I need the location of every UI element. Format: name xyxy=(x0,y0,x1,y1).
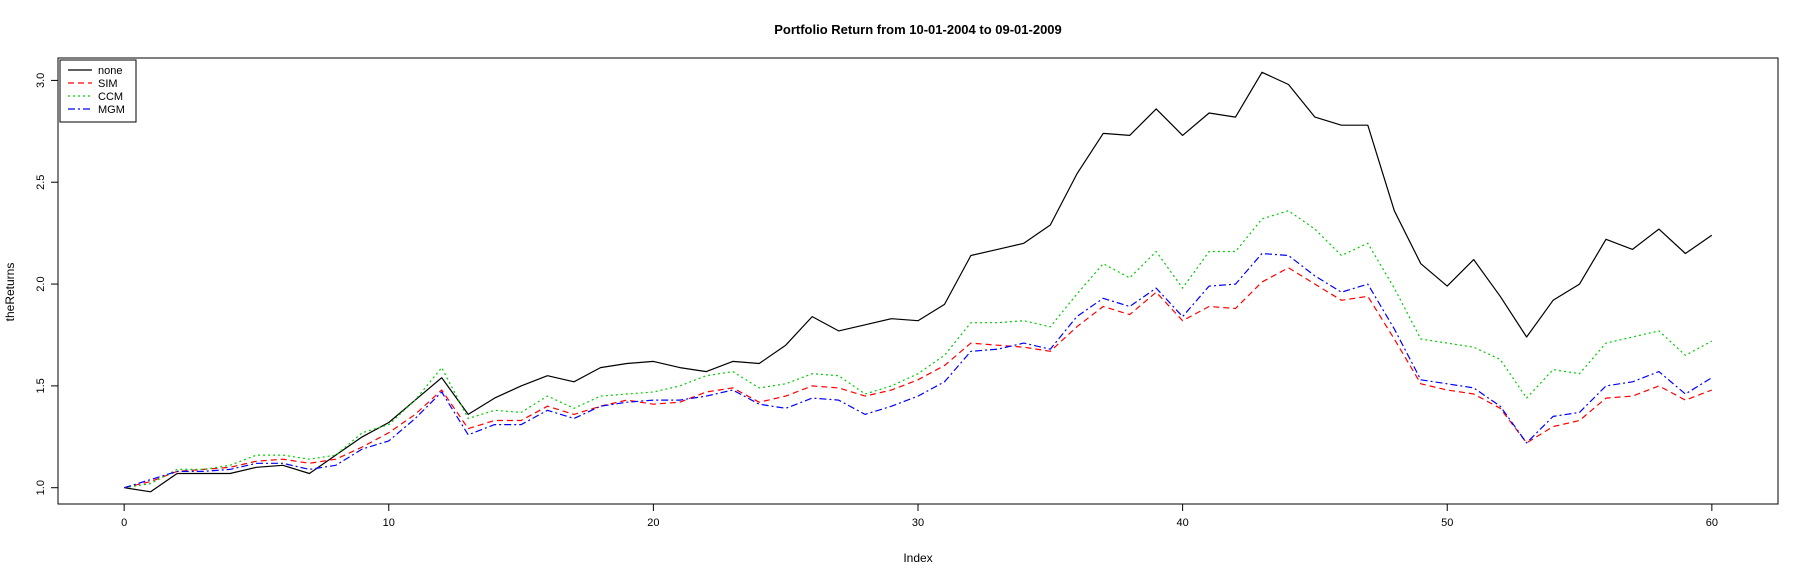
legend-label-sim: SIM xyxy=(98,78,118,90)
series-line-ccm xyxy=(124,210,1713,489)
y-tick-label: 2.5 xyxy=(35,175,47,190)
series-line-mgm xyxy=(124,252,1713,489)
x-tick-label: 60 xyxy=(1706,517,1718,529)
x-axis-label: Index xyxy=(903,551,932,565)
y-axis: 1.0 1.5 2.0 2.5 3.0 xyxy=(35,73,59,495)
x-tick-label: 20 xyxy=(647,517,659,529)
x-tick-label: 10 xyxy=(383,517,395,529)
x-axis: 0 10 20 30 40 50 60 xyxy=(121,503,1718,529)
legend-label-ccm: CCM xyxy=(98,91,123,103)
x-tick-label: 40 xyxy=(1176,517,1188,529)
series-line-sim xyxy=(124,267,1713,489)
y-tick-label: 3.0 xyxy=(35,73,47,88)
y-axis-label: theReturns xyxy=(3,263,17,322)
legend-label-mgm: MGM xyxy=(98,104,125,116)
x-tick-label: 0 xyxy=(121,517,127,529)
x-tick-label: 30 xyxy=(912,517,924,529)
y-tick-label: 2.0 xyxy=(35,276,47,291)
series-lines xyxy=(124,71,1713,493)
x-tick-label: 50 xyxy=(1441,517,1453,529)
y-tick-label: 1.0 xyxy=(35,480,47,495)
y-tick-label: 1.5 xyxy=(35,378,47,393)
series-line-none xyxy=(124,71,1713,493)
chart-title: Portfolio Return from 10-01-2004 to 09-0… xyxy=(774,22,1062,37)
legend-label-none: none xyxy=(98,65,122,77)
